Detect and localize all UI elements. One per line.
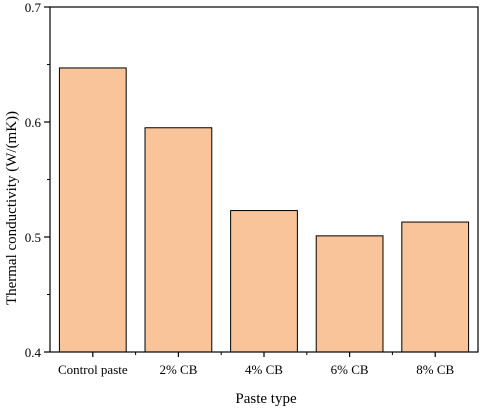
x-tick-label: 2% CB	[159, 362, 197, 377]
bar	[230, 210, 298, 353]
y-axis-title: Thermal conductivity (W/(mK))	[4, 111, 20, 305]
y-tick-label: 0.5	[25, 230, 41, 245]
bar	[144, 127, 213, 353]
axes-group: Control paste 2% CB 4% CB 6% CB 8% CB 0.4 0.5 0…	[25, 0, 479, 377]
x-tick-label: 4% CB	[245, 362, 283, 377]
bar	[58, 67, 127, 353]
x-tick-label: 8% CB	[416, 362, 454, 377]
y-tick-label: 0.6	[25, 115, 42, 130]
y-tick-label: 0.7	[25, 0, 42, 15]
x-tick-label: Control paste	[58, 362, 128, 377]
y-tick-label: 0.4	[25, 345, 42, 360]
x-axis-title: Paste type	[235, 391, 297, 407]
bar	[315, 235, 384, 353]
bars-group	[58, 67, 470, 353]
x-tick-label: 6% CB	[331, 362, 369, 377]
bar	[401, 221, 470, 353]
